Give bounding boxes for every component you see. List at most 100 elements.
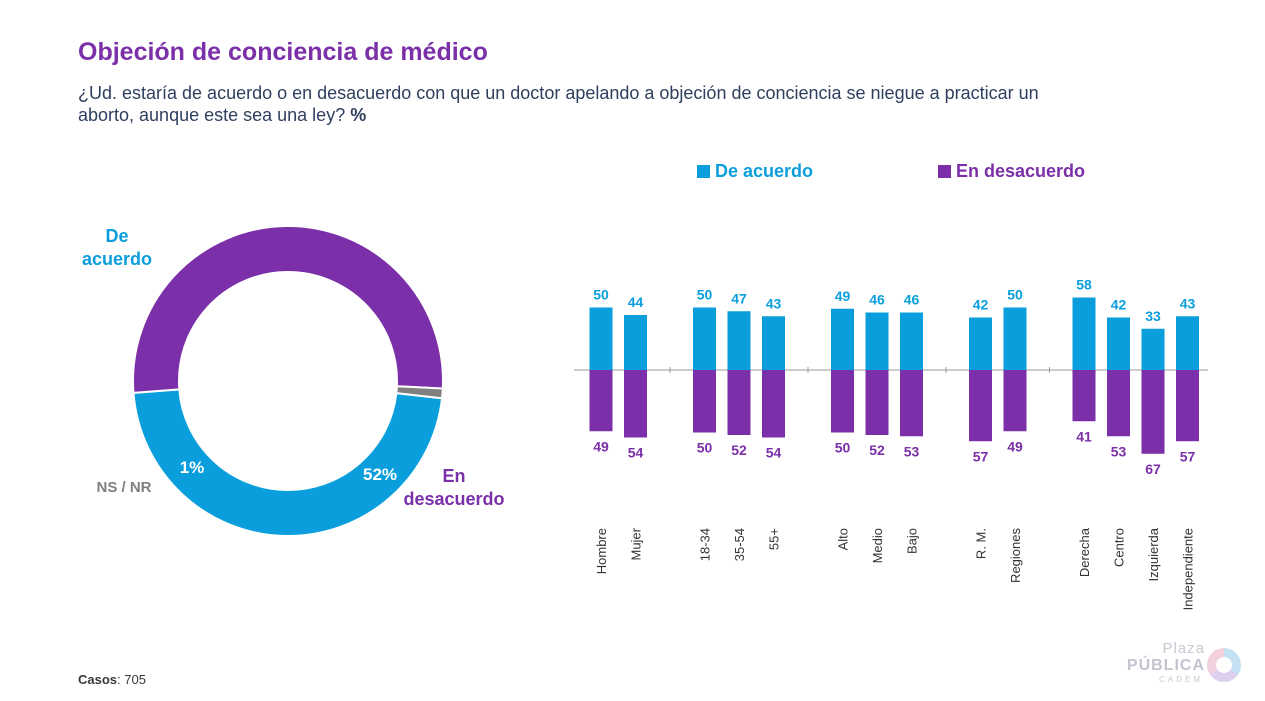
data-label-en-desacuerdo-35-54: 52 — [731, 442, 747, 458]
data-label-de-acuerdo-18-34: 50 — [697, 287, 713, 303]
category-label-derecha: Derecha — [1077, 527, 1092, 577]
legend-item-en-desacuerdo: En desacuerdo — [938, 160, 1085, 182]
bar-de-acuerdo-35-54 — [727, 311, 751, 370]
subtitle-unit: % — [350, 105, 367, 125]
data-label-de-acuerdo-centro: 42 — [1111, 297, 1127, 313]
category-label-medio: Medio — [870, 528, 885, 563]
data-label-en-desacuerdo-r-m: 57 — [973, 448, 989, 464]
bar-de-acuerdo-regiones — [1003, 307, 1027, 370]
data-label-en-desacuerdo-hombre: 49 — [593, 438, 609, 454]
category-label-35-54: 35-54 — [732, 528, 747, 561]
cases-label: Casos — [78, 672, 118, 687]
donut-slice-ns-nr — [395, 385, 444, 400]
subtitle-question: ¿Ud. estaría de acuerdo o en desacuerdo … — [78, 83, 1039, 125]
data-label-de-acuerdo-derecha: 58 — [1076, 277, 1092, 293]
bar-en-desacuerdo-35-54 — [727, 370, 751, 435]
bar-de-acuerdo-derecha — [1072, 297, 1096, 370]
data-label-en-desacuerdo-55: 54 — [766, 445, 782, 461]
donut-value-label-ns-nr: 1% — [180, 458, 205, 477]
bar-de-acuerdo-centro — [1107, 317, 1130, 370]
data-label-en-desacuerdo-bajo: 53 — [904, 443, 920, 459]
bar-en-desacuerdo-alto — [831, 370, 854, 433]
bar-de-acuerdo-bajo — [900, 312, 923, 370]
bar-en-desacuerdo-izquierda — [1141, 370, 1165, 454]
data-label-de-acuerdo-izquierda: 33 — [1145, 308, 1161, 324]
bar-en-desacuerdo-centro — [1107, 370, 1130, 437]
bar-en-desacuerdo-55 — [762, 370, 785, 438]
bar-en-desacuerdo-derecha — [1072, 370, 1096, 422]
category-label-independiente: Independiente — [1181, 528, 1196, 610]
data-label-de-acuerdo-bajo: 46 — [904, 292, 920, 308]
donut-category-label-de-acuerdo: De — [105, 226, 128, 246]
bar-de-acuerdo-hombre — [589, 307, 613, 370]
bar-en-desacuerdo-independiente — [1176, 370, 1199, 442]
data-label-de-acuerdo-55: 43 — [766, 295, 782, 311]
bar-en-desacuerdo-hombre — [589, 370, 613, 432]
donut-value-label-en-desacuerdo: 52% — [363, 465, 397, 484]
bar-de-acuerdo-independiente — [1176, 316, 1199, 370]
category-label-r-m: R. M. — [974, 528, 989, 559]
data-label-de-acuerdo-r-m: 42 — [973, 297, 989, 313]
data-label-en-desacuerdo-mujer: 54 — [628, 445, 644, 461]
bar-de-acuerdo-55 — [762, 316, 785, 370]
logo-text-publica: PÚBLICA — [1126, 657, 1205, 674]
bar-de-acuerdo-r-m — [969, 317, 992, 370]
bar-en-desacuerdo-regiones — [1003, 370, 1027, 432]
data-label-en-desacuerdo-18-34: 50 — [697, 440, 713, 456]
logo-text-plaza: Plaza — [1162, 640, 1205, 657]
data-label-en-desacuerdo-medio: 52 — [869, 442, 885, 458]
data-label-en-desacuerdo-centro: 53 — [1111, 443, 1127, 459]
data-label-de-acuerdo-medio: 46 — [869, 292, 885, 308]
data-label-de-acuerdo-hombre: 50 — [593, 287, 609, 303]
data-label-de-acuerdo-regiones: 50 — [1007, 287, 1023, 303]
bar-en-desacuerdo-r-m — [969, 370, 992, 442]
legend-item-de-acuerdo: De acuerdo — [697, 160, 813, 182]
data-label-de-acuerdo-alto: 49 — [835, 288, 851, 304]
plaza-publica-logo: Plaza PÚBLICA CADEM — [1120, 640, 1245, 692]
legend-label-en-desacuerdo: En desacuerdo — [956, 160, 1086, 181]
chart-title: Objeción de conciencia de médico — [78, 38, 488, 66]
bar-en-desacuerdo-bajo — [900, 370, 923, 437]
donut-category-label-ns-nr: NS / NR — [96, 479, 151, 496]
data-label-en-desacuerdo-alto: 50 — [835, 440, 851, 456]
data-label-de-acuerdo-independiente: 43 — [1180, 295, 1196, 311]
category-label-55: 55+ — [767, 528, 782, 550]
bar-de-acuerdo-mujer — [624, 315, 647, 370]
data-label-en-desacuerdo-derecha: 41 — [1076, 428, 1092, 444]
category-label-centro: Centro — [1112, 528, 1127, 567]
footer-cases: Casos: 705 — [78, 672, 146, 687]
bar-de-acuerdo-medio — [865, 312, 889, 370]
data-label-en-desacuerdo-izquierda: 67 — [1145, 461, 1161, 477]
donut-slice-de-acuerdo — [132, 388, 444, 537]
chart-subtitle: ¿Ud. estaría de acuerdo o en desacuerdo … — [78, 82, 1098, 126]
bar-en-desacuerdo-18-34 — [693, 370, 716, 433]
bar-de-acuerdo-izquierda — [1141, 328, 1165, 370]
data-label-de-acuerdo-35-54: 47 — [731, 290, 747, 306]
donut-category-label-en-desacuerdo: desacuerdo — [403, 489, 504, 509]
category-label-mujer: Mujer — [629, 527, 644, 560]
category-label-izquierda: Izquierda — [1146, 527, 1161, 581]
cases-value: : 705 — [117, 672, 146, 687]
bar-de-acuerdo-18-34 — [693, 307, 716, 370]
legend-label-de-acuerdo: De acuerdo — [715, 160, 814, 181]
bar-de-acuerdo-alto — [831, 308, 854, 370]
logo-circle-icon — [1207, 648, 1241, 682]
bar-en-desacuerdo-medio — [865, 370, 889, 435]
data-label-de-acuerdo-mujer: 44 — [628, 294, 644, 310]
bar-en-desacuerdo-mujer — [624, 370, 647, 438]
category-label-alto: Alto — [836, 528, 851, 550]
logo-text-cadem: CADEM — [1159, 675, 1203, 684]
data-label-en-desacuerdo-regiones: 49 — [1007, 438, 1023, 454]
category-label-bajo: Bajo — [905, 528, 920, 554]
donut-category-label-en-desacuerdo: En — [442, 466, 465, 486]
category-label-hombre: Hombre — [594, 528, 609, 574]
donut-category-label-de-acuerdo: acuerdo — [82, 249, 152, 269]
category-label-regiones: Regiones — [1008, 528, 1023, 583]
category-label-18-34: 18-34 — [698, 528, 713, 561]
data-label-en-desacuerdo-independiente: 57 — [1180, 448, 1196, 464]
diverging-bar-chart: 50 49 Hombre 44 54 Mujer 50 50 18-34 47 52 35-54 43 5… — [574, 277, 1208, 610]
legend-swatch-de-acuerdo — [697, 164, 710, 178]
donut-slice-en-desacuerdo — [132, 225, 444, 394]
legend-swatch-en-desacuerdo — [938, 164, 951, 178]
